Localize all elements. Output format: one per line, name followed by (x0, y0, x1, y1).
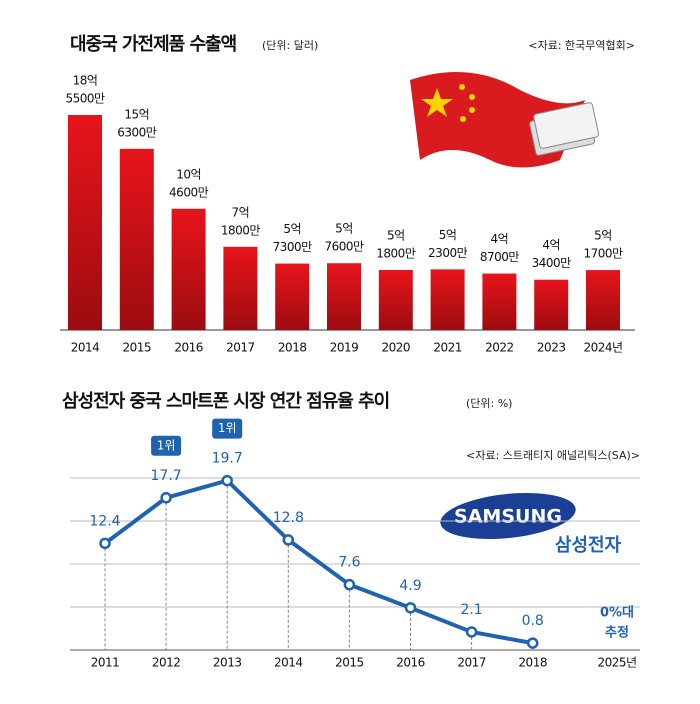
rank-badge (151, 435, 182, 456)
value-label: 15억 (124, 107, 149, 121)
point (526, 637, 539, 649)
x-tick-label: 2012 (152, 656, 181, 670)
value-label: 17.7 (151, 468, 182, 484)
value-label: 7300만 (273, 240, 313, 254)
x-tick-label: 2016 (396, 656, 425, 670)
x-tick-label: 2020 (382, 341, 411, 355)
x-tick-label: 2019 (330, 341, 359, 355)
value-label: 6300만 (117, 125, 157, 139)
value-label: 19.7 (212, 451, 243, 467)
logo-text: SAMSUNG (454, 506, 562, 528)
x-tick-label: 2016 (174, 341, 203, 355)
value-label: 2.1 (460, 602, 482, 618)
point (221, 474, 233, 487)
value-label: 1700만 (583, 247, 623, 261)
value-label: 8700만 (480, 250, 520, 264)
value-label: 7억 (232, 205, 250, 219)
rank-label: 1위 (157, 438, 176, 452)
x-tick-label: 2018 (518, 656, 547, 670)
x-tick-label: 2011 (91, 656, 120, 670)
bar (68, 115, 102, 330)
chart-title: 삼성전자 중국 스마트폰 시장 연간 점유율 추이 (62, 391, 389, 412)
point (465, 626, 478, 638)
value-label: 4.9 (399, 578, 421, 594)
bar (482, 273, 517, 330)
value-label: 1800만 (221, 223, 261, 237)
x-tick-label: 2022 (485, 341, 514, 355)
x-tick-label: 2025년 (597, 656, 636, 670)
annotation: 추정 (605, 625, 629, 641)
bar (223, 246, 258, 330)
point (282, 534, 295, 546)
value-label: 1800만 (376, 246, 416, 260)
point (404, 602, 417, 614)
x-tick-label: 2015 (335, 656, 364, 670)
value-label: 12.8 (273, 510, 304, 526)
rank-badge (212, 418, 243, 439)
x-tick-label: 2024년 (583, 341, 622, 355)
value-label: 12.4 (89, 513, 120, 529)
source: <자료: 스트래티지 애널리틱스(SA)> (466, 449, 640, 462)
value-label: 7600만 (324, 240, 364, 254)
rank-label: 1위 (218, 421, 237, 435)
bar (586, 270, 620, 330)
x-tick-label: 2013 (213, 656, 242, 670)
point (343, 578, 356, 591)
samsung-logo (440, 492, 576, 540)
value-label: 5억 (439, 228, 457, 242)
x-tick-label: 2017 (457, 656, 486, 670)
annotation: 0%대 (600, 606, 634, 621)
x-tick-label: 2015 (123, 341, 152, 355)
value-label: 5억 (387, 228, 405, 242)
bar (534, 279, 569, 330)
china-flag (410, 72, 600, 168)
x-tick-label: 2018 (278, 341, 307, 355)
value-label: 0.8 (522, 613, 544, 629)
chart-title: 대중국 가전제품 수출액 (70, 34, 236, 55)
x-tick-label: 2014 (274, 656, 303, 670)
value-label: 5억 (594, 229, 612, 243)
bar (378, 269, 413, 330)
bar (327, 263, 361, 330)
line (103, 478, 534, 646)
bar (430, 269, 465, 330)
bar (171, 208, 206, 330)
value-label: 5500만 (65, 92, 105, 106)
x-tick-label: 2014 (71, 341, 100, 355)
value-label: 5억 (283, 222, 301, 236)
point (160, 492, 172, 504)
bar (275, 263, 310, 330)
value-label: 2300만 (428, 246, 468, 260)
point (99, 537, 111, 550)
value-label: 5억 (335, 222, 353, 236)
value-label: 10억 (176, 167, 201, 181)
value-label: 7.6 (338, 555, 360, 571)
value-label: 3400만 (532, 256, 572, 270)
x-tick-label: 2017 (226, 341, 255, 355)
value-label: 4600만 (169, 185, 209, 199)
value-label: 4억 (542, 238, 560, 252)
source: <자료: 한국무역협회> (528, 39, 635, 52)
logo-caption: 삼성전자 (555, 535, 622, 556)
x-tick-label: 2021 (433, 341, 462, 355)
value-label: 4억 (491, 232, 509, 246)
chart-subtitle: (단위: %) (466, 397, 512, 410)
value-label: 18억 (73, 74, 98, 88)
chart-subtitle: (단위: 달러) (262, 39, 318, 52)
x-tick-label: 2023 (537, 341, 566, 355)
bar (119, 148, 154, 330)
